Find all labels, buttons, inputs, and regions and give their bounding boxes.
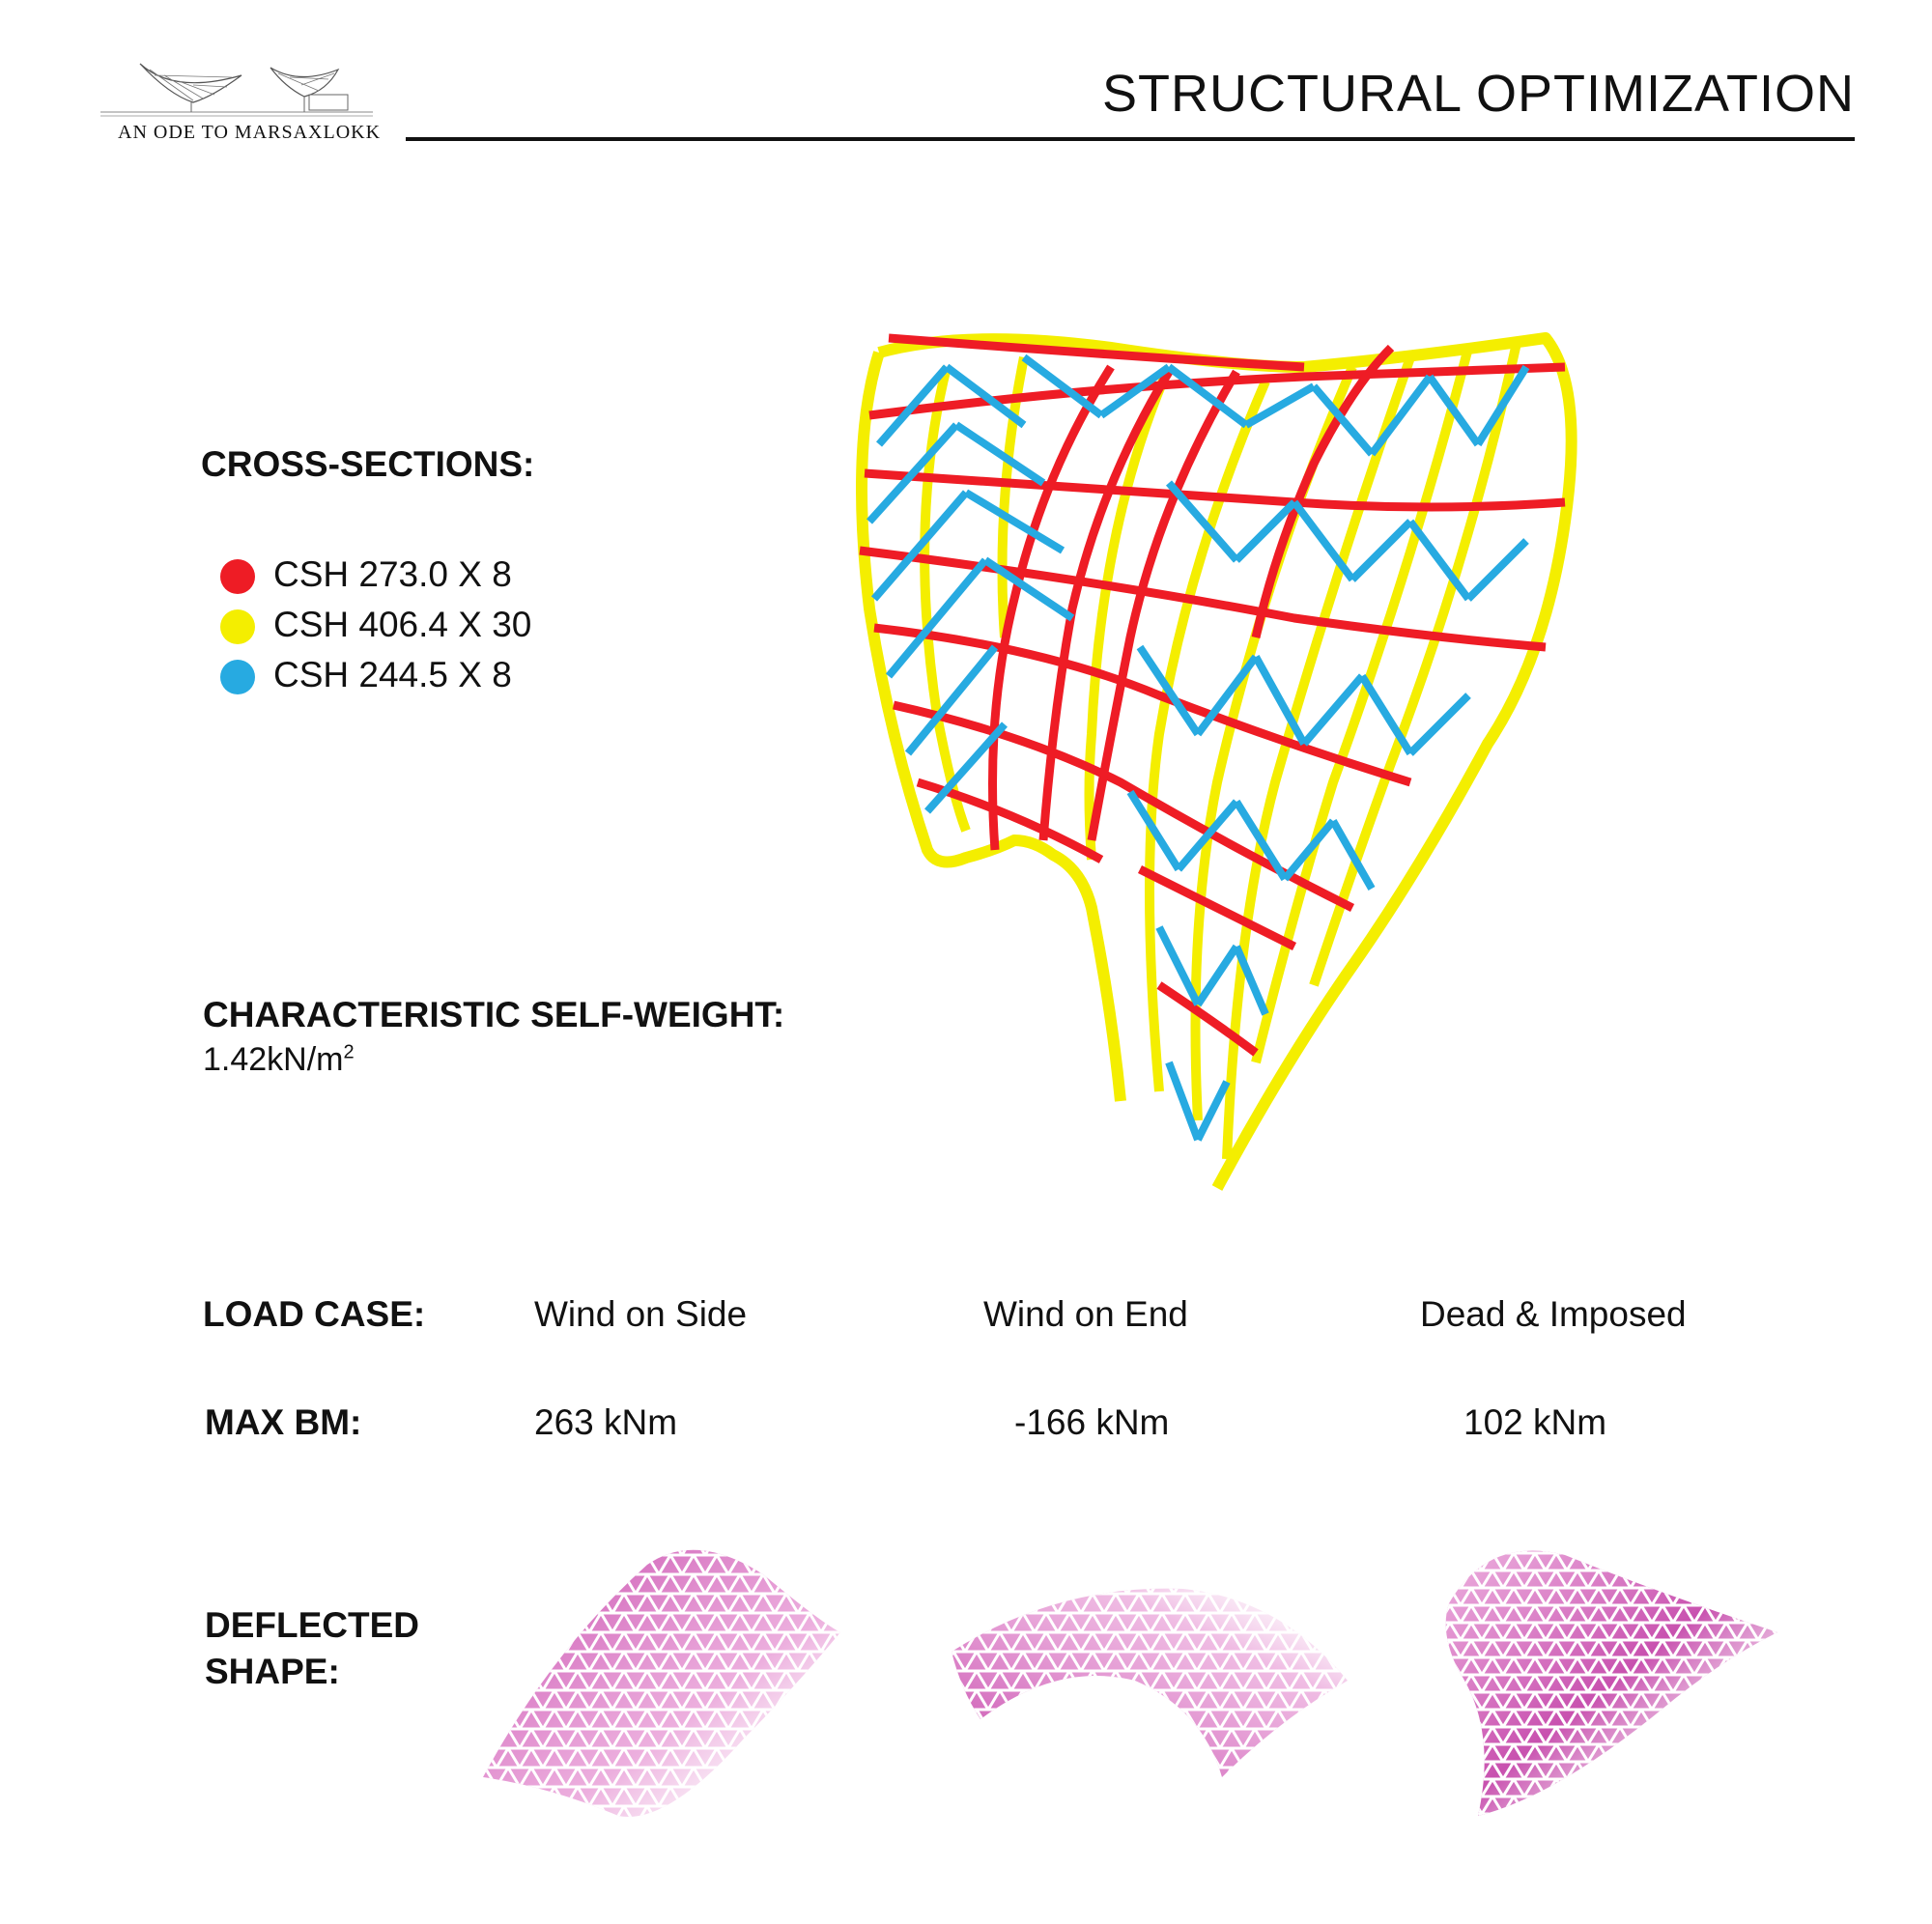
logo-text: AN ODE TO MARSAXLOKK bbox=[118, 122, 382, 143]
self-weight-exponent: 2 bbox=[343, 1041, 355, 1063]
load-case-wind-on-end: Wind on End bbox=[983, 1294, 1188, 1334]
legend-label: CSH 244.5 X 8 bbox=[273, 655, 512, 694]
self-weight-value: 1.42kN/m2 bbox=[203, 1041, 355, 1079]
load-case-dead-imposed: Dead & Imposed bbox=[1420, 1294, 1687, 1334]
load-case-wind-on-side: Wind on Side bbox=[534, 1294, 748, 1334]
max-bm-dead-imposed: 102 kNm bbox=[1463, 1402, 1607, 1442]
cross-sections-heading: CROSS-SECTIONS: bbox=[201, 444, 535, 484]
deflected-shape-wind-on-end bbox=[952, 1588, 1348, 1777]
max-bm-wind-on-side: 263 kNm bbox=[534, 1402, 678, 1442]
self-weight-number: 1.42kN/m bbox=[203, 1041, 344, 1078]
load-case-heading: LOAD CASE: bbox=[203, 1294, 426, 1334]
legend-label: CSH 406.4 X 30 bbox=[273, 605, 532, 644]
deflected-shape-wind-on-side bbox=[483, 1549, 840, 1817]
deflected-shape-heading-line1: DEFLECTED bbox=[205, 1605, 419, 1645]
max-bm-wind-on-end: -166 kNm bbox=[1014, 1402, 1170, 1442]
red-dot-icon bbox=[220, 559, 255, 594]
project-logo: AN ODE TO MARSAXLOKK bbox=[97, 56, 380, 153]
max-bm-heading: MAX BM: bbox=[205, 1402, 362, 1442]
title-divider bbox=[406, 137, 1855, 141]
legend-label: CSH 273.0 X 8 bbox=[273, 554, 512, 594]
page-title: STRUCTURAL OPTIMIZATION bbox=[1102, 65, 1855, 123]
canopy-sketch-icon bbox=[100, 63, 373, 117]
deflected-shape-heading-line2: SHAPE: bbox=[205, 1652, 340, 1691]
gridshell-structure-diagram bbox=[856, 332, 1577, 1191]
yellow-dot-icon bbox=[220, 609, 255, 644]
self-weight-heading: CHARACTERISTIC SELF-WEIGHT: bbox=[203, 995, 785, 1034]
deflected-shape-dead-imposed bbox=[1445, 1550, 1777, 1816]
blue-dot-icon bbox=[220, 660, 255, 694]
